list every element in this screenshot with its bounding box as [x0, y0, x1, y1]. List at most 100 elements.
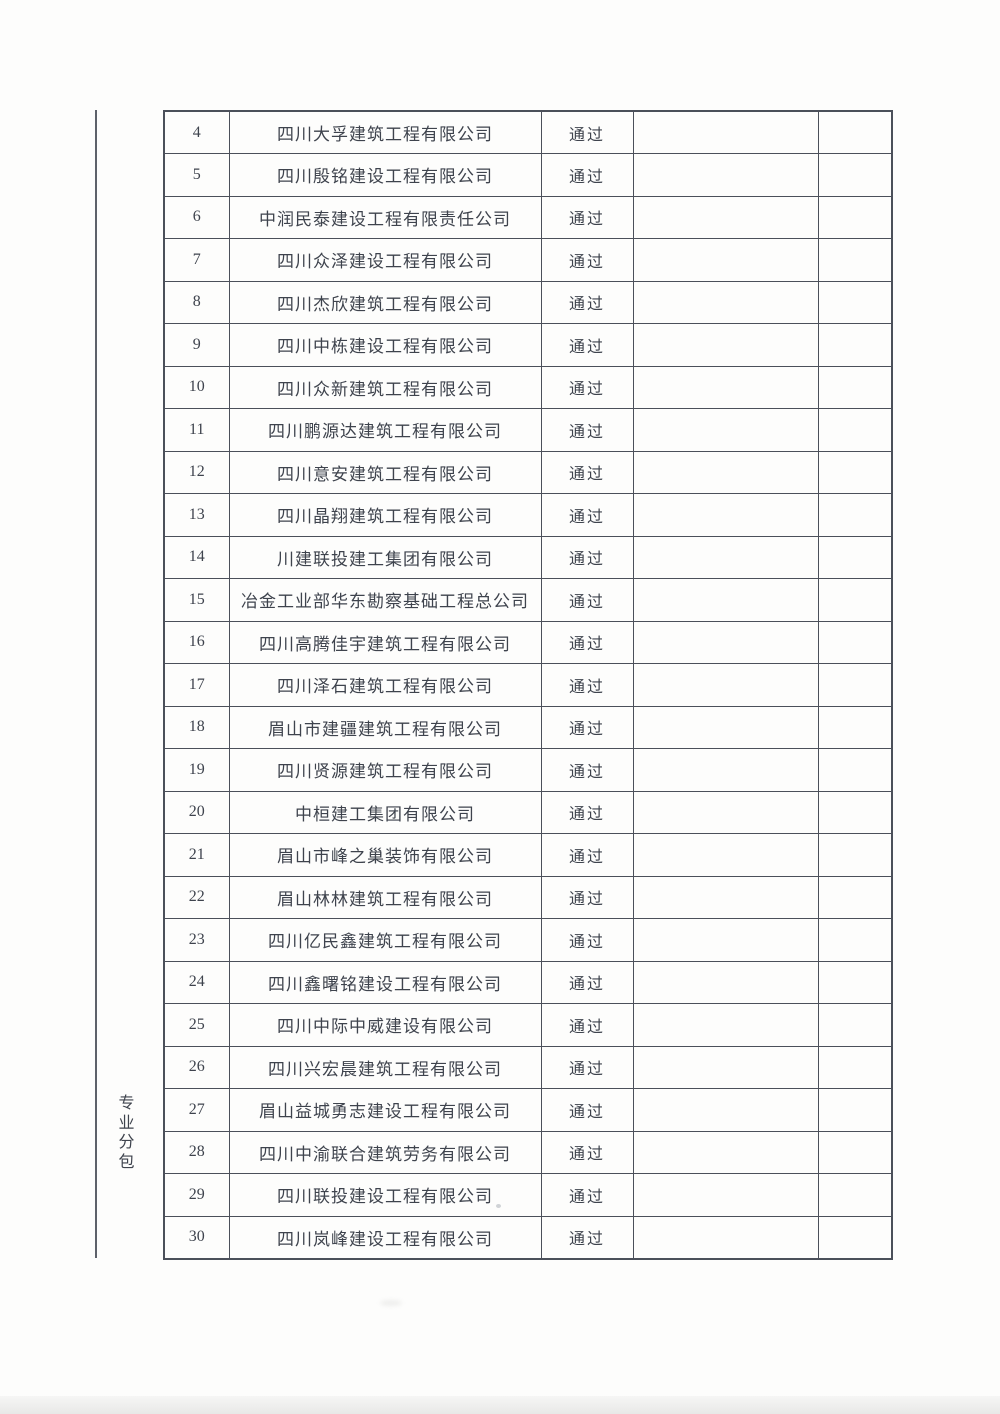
table-row: 29 四川联投建设工程有限公司 通过: [163, 1173, 893, 1217]
empty-cell-1: [632, 450, 819, 494]
empty-cell-1: [632, 620, 819, 664]
empty-cell-2: [817, 450, 893, 494]
row-number-cell: 16: [163, 620, 230, 664]
empty-cell-1: [632, 1130, 819, 1174]
empty-cell-2: [817, 1130, 893, 1174]
status-cell: 通过: [540, 748, 634, 792]
table-row: 11 四川鹏源达建筑工程有限公司 通过: [163, 408, 893, 452]
company-name-cell: 四川亿民鑫建筑工程有限公司: [228, 918, 542, 962]
status-cell: 通过: [540, 365, 634, 409]
category-label: 专业分包: [118, 1095, 135, 1171]
company-name-cell: 四川鑫曙铭建设工程有限公司: [228, 960, 542, 1004]
empty-cell-2: [817, 408, 893, 452]
row-number-cell: 27: [163, 1088, 230, 1132]
empty-cell-2: [817, 918, 893, 962]
empty-cell-1: [632, 110, 819, 154]
status-cell: 通过: [540, 1088, 634, 1132]
empty-cell-1: [632, 578, 819, 622]
empty-cell-1: [632, 663, 819, 707]
status-cell: 通过: [540, 408, 634, 452]
empty-cell-1: [632, 1045, 819, 1089]
company-name-cell: 眉山林林建筑工程有限公司: [228, 875, 542, 919]
empty-cell-1: [632, 323, 819, 367]
table-row: 25 四川中际中威建设有限公司 通过: [163, 1003, 893, 1047]
status-cell: 通过: [540, 238, 634, 282]
table-row: 13 四川晶翔建筑工程有限公司 通过: [163, 493, 893, 537]
table-row: 12 四川意安建筑工程有限公司 通过: [163, 450, 893, 494]
status-cell: 通过: [540, 918, 634, 962]
row-number-cell: 20: [163, 790, 230, 834]
empty-cell-2: [817, 748, 893, 792]
table-row: 24 四川鑫曙铭建设工程有限公司 通过: [163, 960, 893, 1004]
company-review-table: 4 四川大孚建筑工程有限公司 通过 5 四川殷铭建设工程有限公司 通过 6 中润民泰建设工程有…: [163, 110, 893, 1260]
empty-cell-2: [817, 1003, 893, 1047]
status-cell: 通过: [540, 833, 634, 877]
status-cell: 通过: [540, 620, 634, 664]
status-cell: 通过: [540, 153, 634, 197]
company-name-cell: 川建联投建工集团有限公司: [228, 535, 542, 579]
status-cell: 通过: [540, 1003, 634, 1047]
row-number-cell: 10: [163, 365, 230, 409]
table-body: 4 四川大孚建筑工程有限公司 通过 5 四川殷铭建设工程有限公司 通过 6 中润民泰建设工程有…: [163, 110, 893, 1259]
scan-edge-shadow: [0, 1396, 1000, 1414]
company-name-cell: 四川众泽建设工程有限公司: [228, 238, 542, 282]
company-name-cell: 中桓建工集团有限公司: [228, 790, 542, 834]
table-row: 26 四川兴宏晨建筑工程有限公司 通过: [163, 1045, 893, 1089]
company-name-cell: 四川中渝联合建筑劳务有限公司: [228, 1130, 542, 1174]
table-row: 20 中桓建工集团有限公司 通过: [163, 790, 893, 834]
status-cell: 通过: [540, 705, 634, 749]
row-number-cell: 28: [163, 1130, 230, 1174]
row-number-cell: 30: [163, 1215, 230, 1259]
status-cell: 通过: [540, 450, 634, 494]
row-number-cell: 29: [163, 1173, 230, 1217]
row-number-cell: 4: [163, 110, 230, 154]
status-cell: 通过: [540, 663, 634, 707]
status-cell: 通过: [540, 195, 634, 239]
status-cell: 通过: [540, 1173, 634, 1217]
empty-cell-2: [817, 620, 893, 664]
status-cell: 通过: [540, 875, 634, 919]
scan-artifact-smudge: [380, 1300, 402, 1306]
empty-cell-2: [817, 705, 893, 749]
empty-cell-1: [632, 153, 819, 197]
row-number-cell: 19: [163, 748, 230, 792]
company-name-cell: 四川岚峰建设工程有限公司: [228, 1215, 542, 1259]
status-cell: 通过: [540, 110, 634, 154]
empty-cell-2: [817, 535, 893, 579]
row-number-cell: 21: [163, 833, 230, 877]
company-name-cell: 四川杰欣建筑工程有限公司: [228, 280, 542, 324]
empty-cell-2: [817, 1173, 893, 1217]
table-row: 23 四川亿民鑫建筑工程有限公司 通过: [163, 918, 893, 962]
table-row: 6 中润民泰建设工程有限责任公司 通过: [163, 195, 893, 239]
status-cell: 通过: [540, 960, 634, 1004]
empty-cell-1: [632, 493, 819, 537]
row-number-cell: 6: [163, 195, 230, 239]
table-row: 18 眉山市建疆建筑工程有限公司 通过: [163, 705, 893, 749]
status-cell: 通过: [540, 578, 634, 622]
empty-cell-2: [817, 195, 893, 239]
table-row: 22 眉山林林建筑工程有限公司 通过: [163, 875, 893, 919]
table-row: 28 四川中渝联合建筑劳务有限公司 通过: [163, 1130, 893, 1174]
empty-cell-2: [817, 960, 893, 1004]
row-number-cell: 26: [163, 1045, 230, 1089]
row-number-cell: 5: [163, 153, 230, 197]
empty-cell-1: [632, 1088, 819, 1132]
table-row: 19 四川贤源建筑工程有限公司 通过: [163, 748, 893, 792]
table-row: 30 四川岚峰建设工程有限公司 通过: [163, 1215, 893, 1259]
row-number-cell: 8: [163, 280, 230, 324]
status-cell: 通过: [540, 790, 634, 834]
empty-cell-2: [817, 365, 893, 409]
company-name-cell: 中润民泰建设工程有限责任公司: [228, 195, 542, 239]
empty-cell-2: [817, 493, 893, 537]
empty-cell-1: [632, 238, 819, 282]
table-row: 7 四川众泽建设工程有限公司 通过: [163, 238, 893, 282]
scan-artifact-speck: [496, 1204, 501, 1208]
company-name-cell: 眉山市建疆建筑工程有限公司: [228, 705, 542, 749]
table-row: 17 四川泽石建筑工程有限公司 通过: [163, 663, 893, 707]
empty-cell-2: [817, 1045, 893, 1089]
company-name-cell: 四川贤源建筑工程有限公司: [228, 748, 542, 792]
empty-cell-1: [632, 365, 819, 409]
empty-cell-1: [632, 748, 819, 792]
empty-cell-2: [817, 110, 893, 154]
table-row: 15 冶金工业部华东勘察基础工程总公司 通过: [163, 578, 893, 622]
